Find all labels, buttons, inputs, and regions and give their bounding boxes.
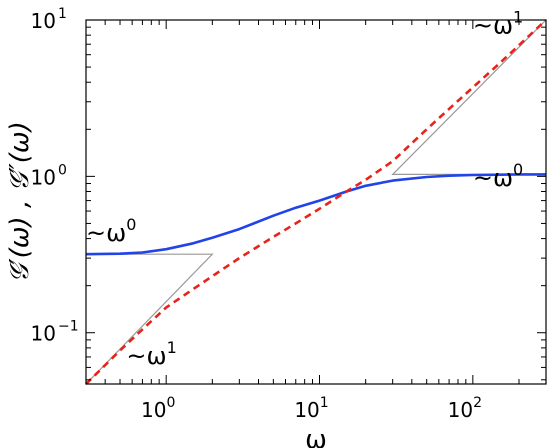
slope-annotation: ~ω0 — [86, 215, 136, 247]
series-line-solid — [85, 173, 546, 256]
annotations: ~ω0 ~ω1 ~ω1 ~ω0 — [86, 7, 523, 370]
x-tick-label: 100 — [141, 395, 175, 422]
x-axis: 100 101 102 — [85, 20, 547, 422]
slope-annotation: ~ω1 — [126, 338, 176, 370]
slope-annotation: ~ω1 — [473, 7, 523, 39]
y-axis-label: 𝒢′(ω) , 𝒢″(ω) — [5, 121, 35, 283]
x-tick-label: 101 — [294, 395, 328, 422]
x-tick-label: 102 — [448, 395, 482, 422]
y-tick-label: 10 1 — [31, 6, 67, 33]
x-axis-label: ω — [305, 425, 327, 448]
series-line-dashed — [85, 19, 547, 385]
plot-frame — [85, 19, 547, 385]
slope-annotation: ~ω0 — [473, 160, 523, 192]
y-tick-label: 10 −1 — [31, 319, 79, 346]
series-layer — [85, 19, 547, 385]
y-tick-label: 10 0 — [31, 162, 67, 189]
